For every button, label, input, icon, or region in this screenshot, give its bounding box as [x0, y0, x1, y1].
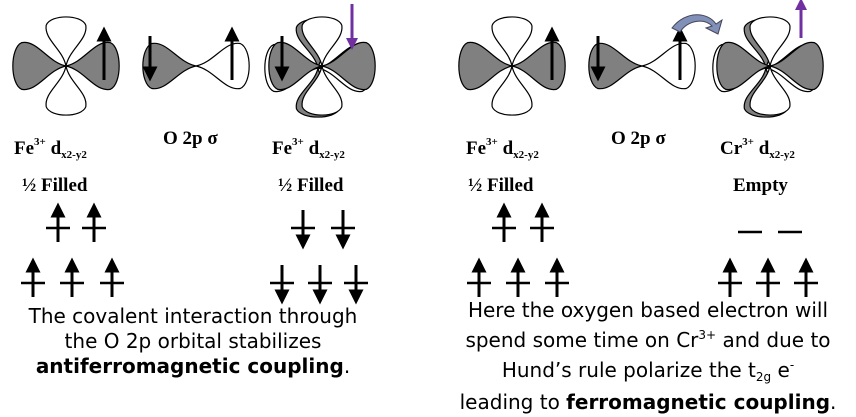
right-fe-orbital-lobe-top [491, 16, 533, 67]
left-fe1-orbital-lobe-top [45, 16, 87, 67]
right-fe-fill: ½ Filled [468, 175, 534, 196]
left-fe2-label: Fe3+ dx2-y2 [272, 136, 345, 161]
left-o-orbital-lobe-right [195, 42, 250, 90]
left-caption-line3: antiferromagnetic coupling. [35, 354, 351, 378]
right-cr-orbital-b-lobe-right [769, 41, 824, 91]
left-fe2-fill: ½ Filled [278, 175, 344, 196]
left-fe1-orbital-lobe-right [65, 41, 120, 91]
left-fe2-orbital-b-lobe-right [321, 41, 376, 91]
left-fe2-orbital-b-lobe-top [301, 16, 343, 67]
right-cr-label: Cr3+ dx2-y2 [720, 136, 795, 161]
left-fe1-fill: ½ Filled [22, 175, 88, 196]
right-cr-orbital-b-lobe-bottom [749, 65, 791, 116]
right-o-label: O 2p σ [611, 128, 666, 149]
right-fe-label: Fe3+ dx2-y2 [466, 136, 539, 161]
electron-hop-arrow [671, 14, 723, 35]
right-cr-orbital-b-lobe-top [749, 16, 791, 67]
right-caption-line4: leading to ferromagnetic coupling. [459, 390, 837, 414]
right-cr-fill: Empty [733, 175, 788, 196]
left-caption-line2: the O 2p orbital stabilizes [64, 329, 322, 353]
left-fe2-orbital-b-lobe-bottom [301, 65, 343, 116]
left-o-label: O 2p σ [163, 128, 218, 149]
right-o-orbital-lobe-right [641, 42, 696, 90]
right-caption-line1: Here the oxygen based electron will [467, 298, 829, 322]
right-fe-orbital-lobe-left [458, 41, 513, 91]
left-fe1-orbital-lobe-bottom [45, 65, 87, 116]
right-caption: Here the oxygen based electron will spen… [440, 298, 856, 415]
right-caption-line3: Hund’s rule polarize the t2g e- [501, 358, 795, 384]
left-fe1-orbital-lobe-left [12, 41, 67, 91]
left-caption: The covalent interaction through the O 2… [0, 304, 386, 379]
left-fe1-label: Fe3+ dx2-y2 [14, 136, 87, 161]
right-caption-line2: spend some time on Cr3+ and due to [465, 328, 831, 352]
left-caption-line1: The covalent interaction through [28, 304, 358, 328]
right-cr-orbital-b-lobe-left [716, 41, 771, 91]
right-fe-orbital-lobe-bottom [491, 65, 533, 116]
